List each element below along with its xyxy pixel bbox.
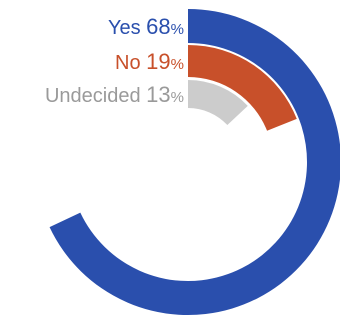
- arc-no: [188, 45, 297, 131]
- legend-name-yes: Yes: [108, 17, 146, 39]
- legend-name-undecided: Undecided: [45, 85, 146, 107]
- legend-value-yes: 68: [146, 14, 170, 39]
- legend-label-no: No 19%: [115, 49, 184, 74]
- legend-label-yes: Yes 68%: [108, 14, 184, 39]
- legend-unit-undecided: %: [171, 89, 184, 106]
- legend-label-undecided: Undecided 13%: [45, 82, 184, 107]
- arc-undecided: [188, 80, 248, 126]
- legend-name-no: No: [115, 52, 146, 74]
- legend-value-undecided: 13: [146, 82, 170, 107]
- legend-unit-no: %: [171, 56, 184, 73]
- chart-arcs: [49, 9, 340, 315]
- chart-legend: Yes 68%No 19%Undecided 13%: [45, 14, 184, 107]
- legend-unit-yes: %: [171, 21, 184, 38]
- legend-value-no: 19: [146, 49, 170, 74]
